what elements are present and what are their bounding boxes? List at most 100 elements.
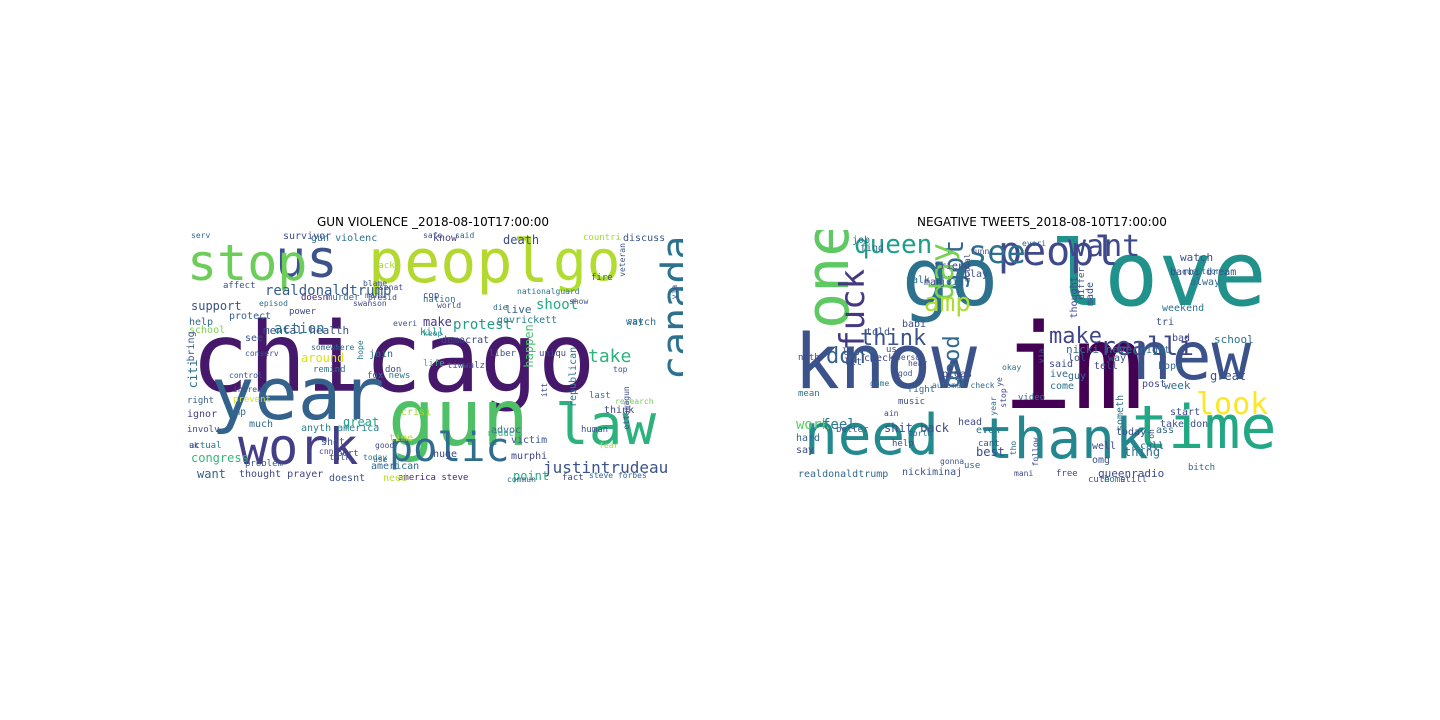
word-hear: hear [908,359,928,368]
word-today: today [363,453,388,462]
word-countri: countri [583,233,621,243]
word-funni: funni [970,247,995,256]
word-conserv: conserv [245,349,279,358]
word-start: start [1170,407,1201,418]
word-actual: actual [963,253,972,283]
word-mani: mani [1014,469,1034,478]
word-play: play [964,269,989,280]
word-keep: keep [423,329,443,338]
word-help: help [892,439,914,449]
word-law: law [555,393,657,458]
word-ignor: ignor [187,409,218,420]
word-someth: someth [1115,394,1126,431]
word-involv: involv [187,425,220,435]
word-safe: safe [423,231,443,240]
word-take: take [588,346,632,367]
word-queen: queen [854,230,933,260]
word-peopl: peopl [368,230,549,297]
word-want: want [1068,230,1141,264]
word-good: good [375,441,395,450]
word-congress: congress [191,451,249,465]
word-want: want [197,467,226,481]
word-year: year [989,396,998,416]
word-murphi: murphi [511,451,548,462]
word-huge: huge [433,449,458,460]
word-last: last [842,347,867,358]
word-point: point [513,469,550,483]
word-man: man [924,277,943,288]
word-ive: ive [1050,369,1069,380]
word-barbi-dream: barbi dream [1170,267,1237,278]
word-support: support [191,299,242,313]
word-say: say [627,317,644,327]
word-hope: hope [1158,361,1183,372]
word-die: die [493,303,508,312]
word-action: action [274,321,325,337]
word-democrat: democrat [441,335,490,346]
word-babi: babi [902,319,927,330]
word-stop: stop [187,234,308,292]
word-free: free [1056,469,1078,479]
word-advoc: advoc [491,425,522,436]
word-realdonaldtrump: realdonaldtrump [798,469,889,480]
word-watch: watch [626,317,657,328]
word-problem: problem [245,459,283,469]
word-im: im [1002,298,1145,436]
word-fire: fire [591,273,613,283]
word-guy: guy [1068,371,1087,382]
word-week: week [1164,379,1191,392]
word-republican: republican [568,346,579,407]
word-tiwwalz: tiwwalz [447,361,485,371]
word-port: port [337,449,359,459]
word-world: world [437,301,462,310]
word-polic: polic [389,425,510,471]
word-protect: protect [229,311,272,322]
word-show: show [569,297,589,306]
word-steve-forbes: steve forbes [589,471,647,480]
word-victim: victim [511,435,548,446]
word-life: life [423,359,445,369]
word-go: go [553,230,621,294]
word-ass: ass [1156,425,1175,436]
word-make: make [423,315,452,329]
word-post: post [1142,379,1167,390]
word-citi: citi [186,359,200,389]
word-even: even [976,425,1001,436]
word-ottawagun: ottawagun [622,386,631,430]
word-everi: everi [393,319,418,328]
word-america-steve: america steve [398,473,469,483]
word-dont: dont [826,344,879,369]
word-around: around [301,351,345,365]
word-everi: everi [1022,239,1047,248]
word-right: right [908,385,936,395]
word-person: person [896,353,925,362]
word-mean: mean [798,389,820,399]
word-death: death [503,233,540,247]
word-call: call [1140,441,1165,452]
word-video: video [1018,393,1046,403]
word-us: us [886,345,897,355]
word-tho: tho [1009,440,1018,456]
word-realli: realli [1100,332,1194,362]
word-bring: bring [186,331,197,362]
word-last: last [589,391,611,401]
word-uk: uk [189,441,199,450]
word-amp: amp [924,288,971,318]
word-cnn: cnn [319,447,334,456]
word-job: job [852,235,871,246]
word-anyth-america: anyth america [301,423,380,434]
word-serv: serv [191,231,211,240]
word-actual: actual [189,441,222,451]
word-govrickett: govrickett [497,315,558,326]
wordcloud-canvas: im love go know new need thank time one peopl want… [794,230,1294,484]
word-made: made [1085,281,1096,306]
word-find: find [860,243,885,254]
word-don: don [385,365,402,375]
word-kill: kill [420,327,445,338]
word-talk: talk [906,275,931,286]
word-gonna: gonna [940,457,965,466]
word-veteran: veteran [618,243,627,277]
word-think: think [604,405,635,416]
word-best: best [976,445,1005,459]
word-human: human [581,425,609,435]
